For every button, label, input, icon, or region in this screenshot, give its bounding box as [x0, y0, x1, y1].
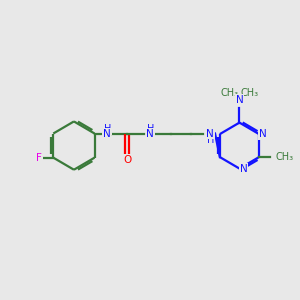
Text: N: N	[259, 129, 267, 139]
Text: H: H	[103, 124, 111, 134]
Text: N: N	[103, 128, 111, 139]
Text: N: N	[206, 128, 214, 139]
Text: N: N	[240, 164, 248, 173]
Text: CH₃: CH₃	[220, 88, 238, 98]
Text: F: F	[36, 153, 42, 163]
Text: H: H	[147, 124, 154, 134]
Text: O: O	[123, 155, 131, 165]
Text: N: N	[236, 95, 243, 105]
Text: CH₃: CH₃	[241, 88, 259, 98]
Text: CH₃: CH₃	[276, 152, 294, 162]
Text: H: H	[207, 135, 214, 145]
Text: N: N	[146, 128, 154, 139]
